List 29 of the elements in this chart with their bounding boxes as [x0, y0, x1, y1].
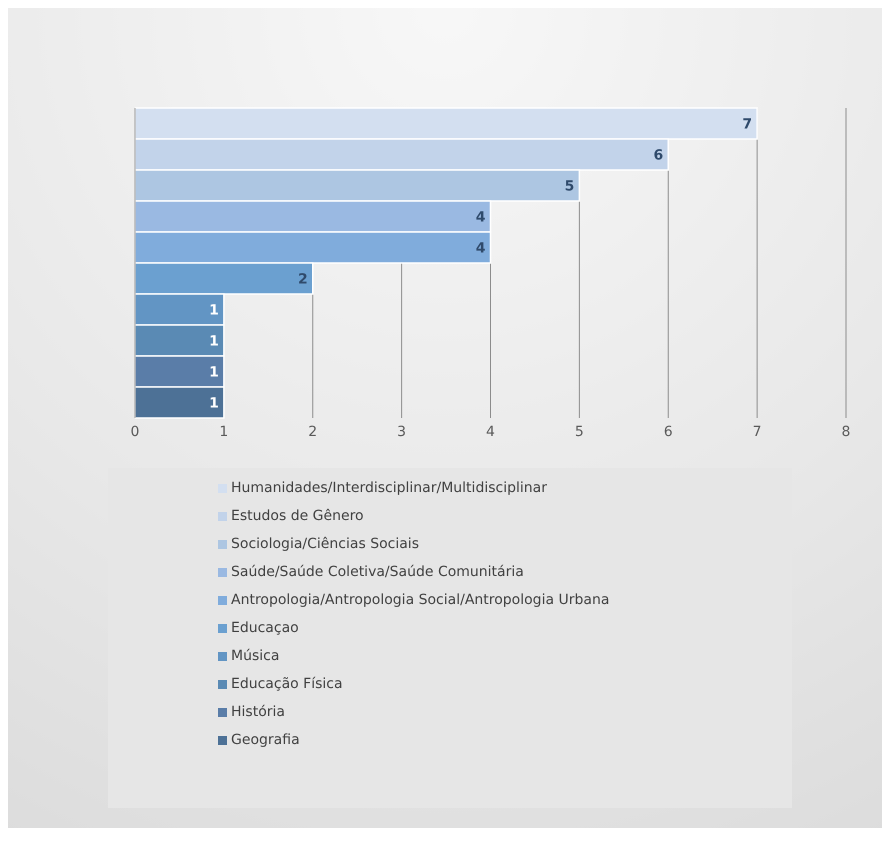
legend-label: História [231, 704, 285, 720]
x-tick-label: 6 [664, 424, 673, 440]
data-label: 1 [209, 302, 219, 318]
data-label: 4 [476, 240, 486, 256]
data-label: 1 [209, 364, 219, 380]
data-label: 7 [742, 116, 752, 132]
x-tick-label: 7 [752, 424, 762, 440]
data-label: 6 [654, 147, 664, 164]
x-tick-label: 0 [130, 424, 140, 440]
legend-label: Geografia [231, 732, 300, 748]
x-tick-label: 4 [486, 424, 496, 440]
x-tick-label: 1 [219, 424, 228, 440]
legend-label: Antropologia/Antropologia Social/Antropologia Urbana [231, 592, 610, 608]
legend-label: Humanidades/Interdisciplinar/Multidisciplinar [231, 480, 547, 496]
legend-label: Sociologia/Ciências Sociais [231, 536, 419, 552]
data-label: 5 [564, 178, 574, 194]
legend-label: Estudos de Gênero [231, 508, 364, 524]
data-label: 4 [476, 209, 486, 226]
x-tick-label: 3 [397, 424, 406, 440]
legend-label: Música [231, 648, 280, 664]
data-label: 1 [209, 333, 219, 350]
legend-label: Educaçao [231, 620, 299, 636]
x-tick-label: 2 [308, 424, 318, 440]
data-label: 2 [298, 271, 308, 288]
x-tick-label: 8 [842, 424, 850, 440]
data-label: 1 [209, 395, 219, 412]
legend-label: Saúde/Saúde Coletiva/Saúde Comunitária [231, 564, 524, 580]
legend-label: Educação Física [231, 676, 343, 692]
x-tick-label: 5 [574, 424, 584, 440]
